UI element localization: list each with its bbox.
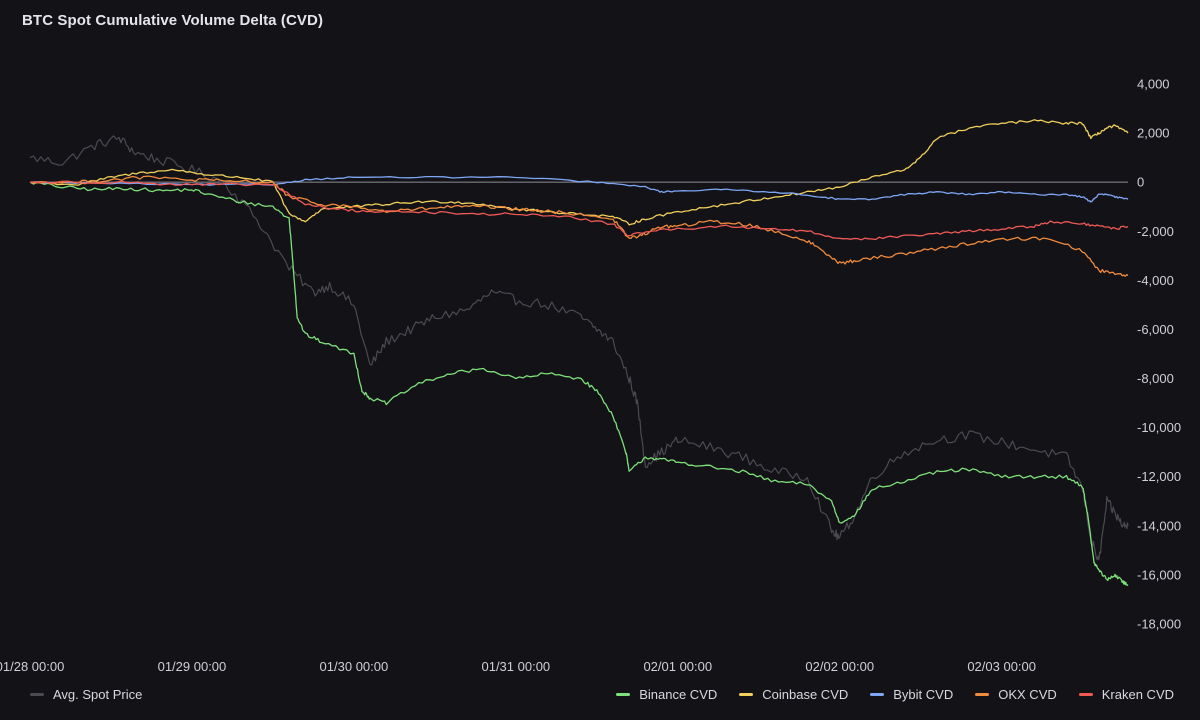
x-tick-label: 01/28 00:00 <box>0 659 64 674</box>
y-tick-label: -6,000 <box>1137 322 1174 337</box>
y-tick-label: -16,000 <box>1137 567 1181 582</box>
legend-label: Coinbase CVD <box>762 686 849 702</box>
series-line-kraken-cvd <box>29 180 1129 241</box>
legend-item-kraken-cvd[interactable]: Kraken CVD <box>1078 686 1174 702</box>
x-tick-label: 02/01 00:00 <box>643 659 712 674</box>
legend-left: Avg. Spot Price <box>30 684 142 704</box>
legend-swatch <box>1078 692 1093 696</box>
y-tick-label: -8,000 <box>1137 371 1174 386</box>
series-line-coinbase-cvd <box>29 119 1129 226</box>
legend-label: Avg. Spot Price <box>53 686 143 702</box>
series-line-binance-cvd <box>29 181 1129 586</box>
x-tick-label: 01/29 00:00 <box>158 659 227 674</box>
y-tick-label: -18,000 <box>1137 617 1181 632</box>
series-line-avg-spot-price <box>29 135 1129 561</box>
legend-item-binance-cvd[interactable]: Binance CVD <box>616 687 717 702</box>
legend-swatch <box>30 692 44 696</box>
legend-right: Binance CVD Coinbase CVD Bybit CVD OKX CVD K… <box>616 684 1174 704</box>
legend-label: Kraken CVD <box>1101 686 1174 702</box>
legend-label: Bybit CVD <box>893 686 954 702</box>
legend-item-avg-spot-price[interactable]: Avg. Spot Price <box>30 687 142 702</box>
legend-label: OKX CVD <box>998 686 1057 702</box>
y-tick-label: -4,000 <box>1137 273 1174 288</box>
x-tick-label: 02/03 00:00 <box>967 659 1036 674</box>
legend-swatch <box>616 692 631 696</box>
legend-label: Binance CVD <box>639 686 718 702</box>
y-tick-label: 4,000 <box>1137 77 1170 92</box>
y-tick-label: -14,000 <box>1137 518 1181 533</box>
y-tick-label: -12,000 <box>1137 469 1181 484</box>
chart-title: BTC Spot Cumulative Volume Delta (CVD) <box>22 12 324 29</box>
legend-swatch <box>739 692 754 696</box>
legend-swatch <box>975 692 990 696</box>
y-tick-label: 2,000 <box>1137 126 1170 141</box>
x-tick-label: 02/02 00:00 <box>805 659 874 674</box>
y-tick-label: 0 <box>1137 175 1144 190</box>
x-tick-label: 01/31 00:00 <box>481 659 550 674</box>
series-line-okx-cvd <box>29 175 1129 277</box>
legend-item-coinbase-cvd[interactable]: Coinbase CVD <box>739 687 848 702</box>
y-tick-label: -10,000 <box>1137 420 1181 435</box>
legend-item-bybit-cvd[interactable]: Bybit CVD <box>870 687 953 702</box>
y-tick-label: -2,000 <box>1137 224 1174 239</box>
legend-item-okx-cvd[interactable]: OKX CVD <box>975 687 1057 702</box>
series-line-bybit-cvd <box>29 175 1129 203</box>
x-tick-label: 01/30 00:00 <box>320 659 389 674</box>
legend-swatch <box>870 692 885 696</box>
